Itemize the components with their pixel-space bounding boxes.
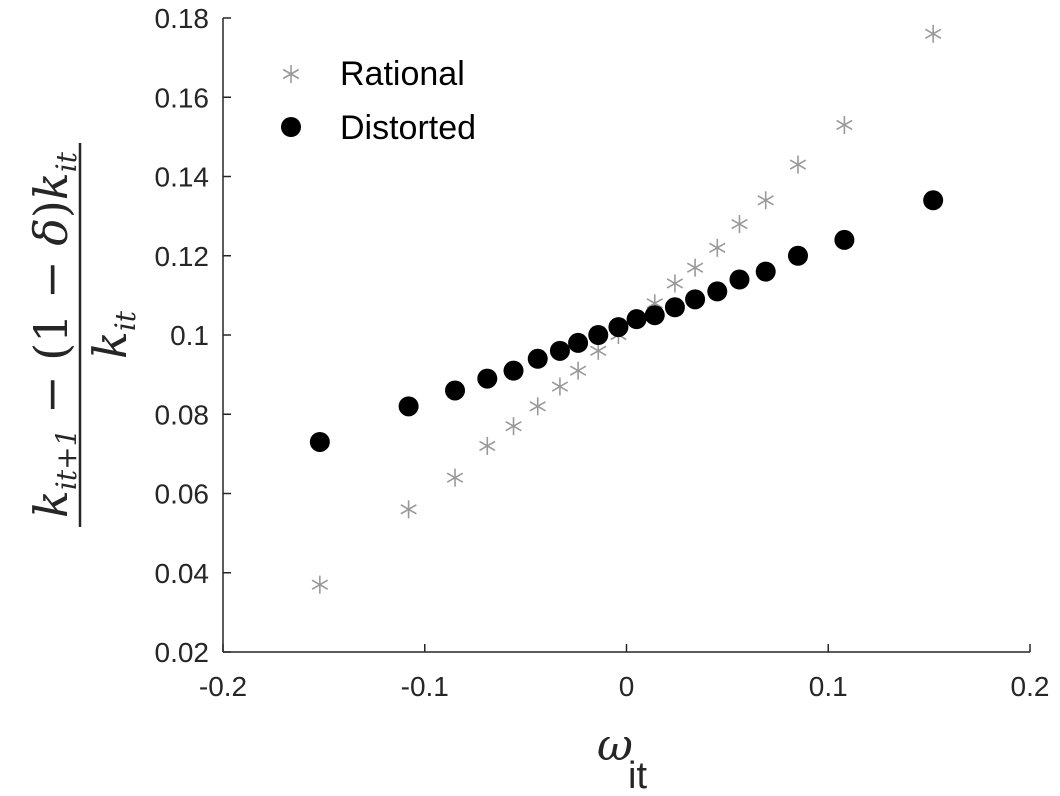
- data-point-distorted: [664, 297, 685, 318]
- y-tick-label: 0.16: [155, 82, 210, 113]
- data-point-distorted: [549, 340, 570, 361]
- y-tick-label: 0.04: [155, 558, 210, 589]
- data-point-rational: [836, 115, 853, 134]
- data-point-distorted: [588, 325, 609, 345]
- y-ticks: 0.02 0.04 0.06 0.08 0.1 0.12 0.14 0.16 0.18: [155, 3, 231, 668]
- data-point-rational: [569, 361, 587, 380]
- y-axis-label-denominator: kit: [83, 310, 142, 359]
- y-tick-label: 0.12: [155, 241, 210, 272]
- data-point-distorted: [568, 332, 589, 353]
- asterisk-icon: [282, 65, 300, 83]
- y-tick-label: 0.08: [155, 399, 210, 430]
- legend: Rational Distorted: [281, 55, 476, 147]
- x-tick-label: 0: [619, 671, 635, 702]
- x-tick-label: -0.1: [401, 671, 449, 702]
- y-tick-label: 0.06: [155, 479, 210, 510]
- y-axis-label: kit+1 − (1 − δ)kit kit: [24, 143, 142, 527]
- data-point-distorted: [923, 190, 944, 211]
- y-tick-label: 0.18: [155, 3, 210, 34]
- data-point-distorted: [729, 269, 750, 290]
- data-point-distorted: [787, 245, 808, 266]
- data-point-distorted: [398, 396, 419, 417]
- x-ticks: -0.2 -0.1 0 0.1 0.2: [199, 644, 1050, 702]
- data-point-distorted: [445, 380, 466, 401]
- data-point-distorted: [608, 317, 629, 338]
- data-point-distorted: [477, 368, 498, 389]
- data-point-distorted: [309, 431, 330, 452]
- x-axis-label-symbol: ω: [597, 720, 633, 771]
- data-point-rational: [709, 238, 726, 257]
- data-point-distorted: [644, 305, 665, 326]
- data-point-rational: [789, 155, 807, 174]
- y-tick-label: 0.02: [155, 637, 210, 668]
- data-point-rational: [400, 500, 417, 519]
- x-axis-label: ω it: [597, 720, 647, 796]
- legend-label-rational: Rational: [340, 55, 465, 93]
- x-tick-label: 0.2: [1011, 671, 1050, 702]
- series-distorted: [309, 190, 944, 452]
- data-point-rational: [551, 377, 569, 396]
- data-point-distorted: [527, 348, 548, 369]
- x-tick-label: -0.2: [199, 671, 247, 702]
- data-point-rational: [529, 397, 546, 416]
- plot-points: [309, 24, 944, 594]
- data-point-rational: [731, 215, 748, 234]
- y-tick-label: 0.1: [170, 320, 209, 351]
- data-point-distorted: [685, 289, 706, 310]
- data-point-rational: [757, 191, 774, 210]
- data-point-distorted: [626, 309, 647, 330]
- data-point-distorted: [503, 360, 524, 381]
- data-point-distorted: [755, 261, 776, 282]
- data-point-rational: [924, 24, 942, 43]
- data-point-rational: [686, 258, 704, 277]
- data-point-rational: [505, 417, 522, 436]
- data-point-rational: [666, 274, 684, 293]
- x-tick-label: 0.1: [809, 671, 848, 702]
- data-point-distorted: [834, 229, 855, 250]
- legend-marker-distorted: [281, 117, 301, 137]
- x-axis-label-subscript: it: [628, 755, 647, 796]
- legend-marker-rational: [282, 65, 300, 83]
- y-axis-label-numerator: kit+1 − (1 − δ)kit: [24, 151, 83, 518]
- data-point-rational: [446, 468, 464, 487]
- data-point-rational: [311, 575, 329, 594]
- legend-label-distorted: Distorted: [340, 109, 476, 147]
- data-point-rational: [479, 436, 496, 455]
- y-tick-label: 0.14: [155, 162, 210, 193]
- data-point-distorted: [707, 281, 728, 302]
